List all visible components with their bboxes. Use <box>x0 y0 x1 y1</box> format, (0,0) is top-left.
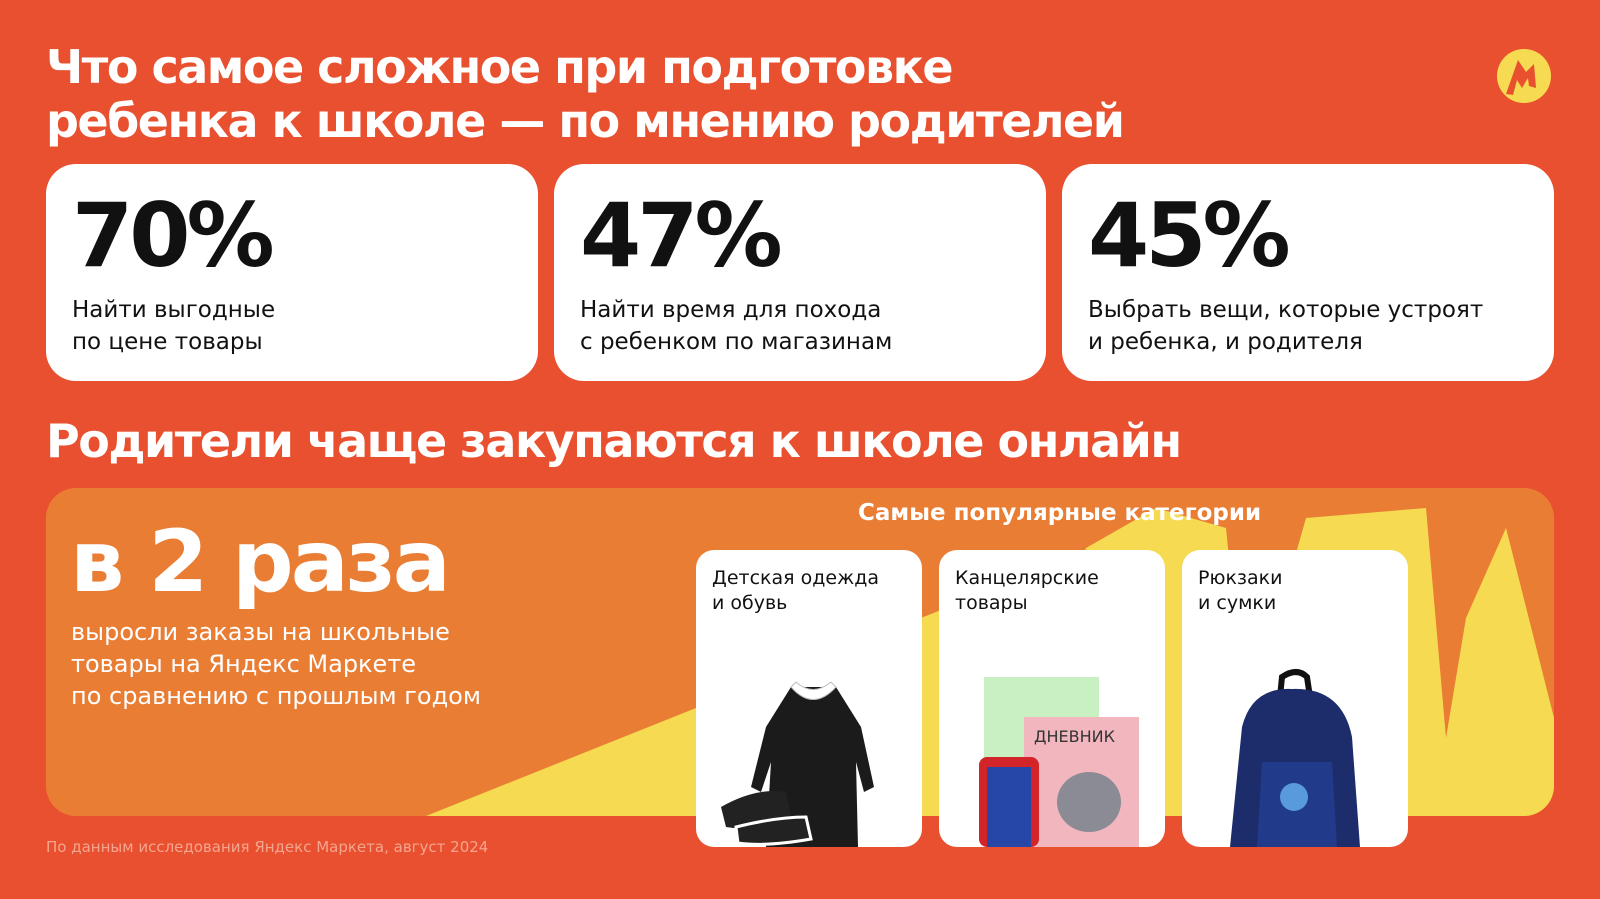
yandex-market-logo <box>1497 49 1551 103</box>
school-dress-icon <box>721 681 874 847</box>
category-label: Детская одежда и обувь <box>712 567 879 614</box>
backpack-icon <box>1230 669 1360 847</box>
source-footnote: По данным исследования Яндекс Маркета, а… <box>46 838 489 856</box>
category-card-backpacks: Рюкзаки и сумки <box>1182 550 1408 847</box>
stat-text: Найти время для похода с ребенком по маг… <box>580 297 893 355</box>
title-line-2: ребенка к школе — по мнению родителей <box>46 94 1125 148</box>
stat-text: Найти выгодные по цене товары <box>72 297 276 355</box>
stat-card-choice: 45% Выбрать вещи, которые устроят и ребе… <box>1062 164 1554 381</box>
stat-value: 45% <box>1088 184 1291 287</box>
stationery-icon: ДНЕВНИК <box>979 677 1139 847</box>
stat-value: 47% <box>580 184 783 287</box>
title-line-1: Что самое сложное при подготовке <box>46 40 954 94</box>
stat-value: 70% <box>72 184 275 287</box>
stat-text: Выбрать вещи, которые устроят и ребенка,… <box>1088 297 1484 355</box>
category-card-stationery: Канцелярские товары ДНЕВНИК <box>939 550 1165 847</box>
categories-heading: Самые популярные категории <box>858 500 1262 526</box>
svg-text:ДНЕВНИК: ДНЕВНИК <box>1034 727 1116 746</box>
page-title: Что самое сложное при подготовке ребенка… <box>46 40 1125 148</box>
growth-description: выросли заказы на школьные товары на Янд… <box>71 618 481 710</box>
stat-card-time: 47% Найти время для похода с ребенком по… <box>554 164 1046 381</box>
category-label: Канцелярские товары <box>955 567 1099 614</box>
section-heading: Родители чаще закупаются к школе онлайн <box>46 414 1182 468</box>
growth-value: в 2 раза <box>70 512 451 612</box>
stat-card-prices: 70% Найти выгодные по цене товары <box>46 164 538 381</box>
category-card-clothing: Детская одежда и обувь <box>696 550 922 847</box>
category-label: Рюкзаки и сумки <box>1198 567 1283 614</box>
